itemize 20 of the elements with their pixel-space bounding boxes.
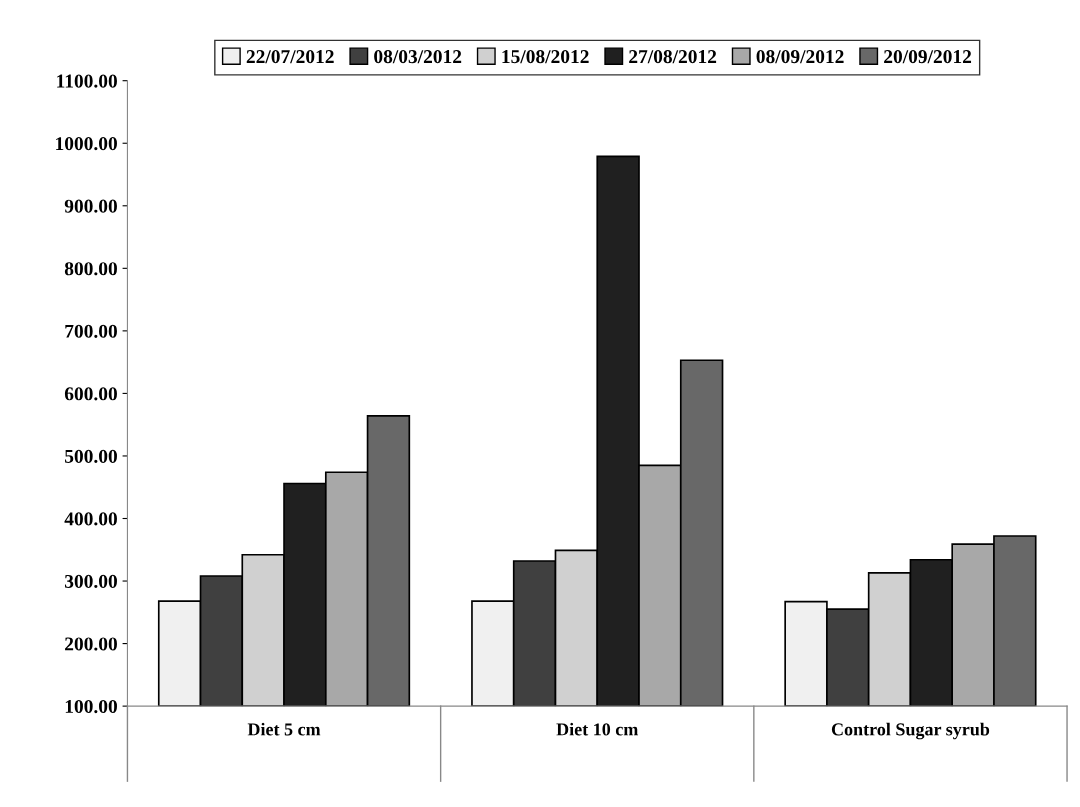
y-tick-label: 400.00 [64,512,117,526]
legend-label: 27/08/2012 [629,50,717,64]
x-tick-label: Control Sugar syrub [831,722,990,740]
y-tick-label: 1000.00 [56,137,117,151]
legend-label: 08/03/2012 [374,50,462,64]
y-tick-label: 1100.00 [57,74,117,88]
y-tick-label: 300.00 [64,574,117,589]
legend-label: 15/08/2012 [502,50,589,64]
legend-label: 22/07/2012 [246,50,334,64]
legend-label: 08/09/2012 [756,50,844,64]
y-tick-label: 800.00 [64,262,117,276]
x-tick-label: Diet 10 cm [556,722,639,736]
y-tick-label: 200.00 [65,637,117,651]
y-tick-label: 600.00 [64,387,117,401]
y-tick-label: 100.00 [65,699,117,714]
legend-label: 20/09/2012 [884,50,972,64]
y-tick-label: 700.00 [65,324,117,338]
y-tick-label: 900.00 [64,199,117,213]
x-tick-label: Diet 5 cm [247,722,321,736]
y-tick-label: 500.00 [65,449,117,463]
